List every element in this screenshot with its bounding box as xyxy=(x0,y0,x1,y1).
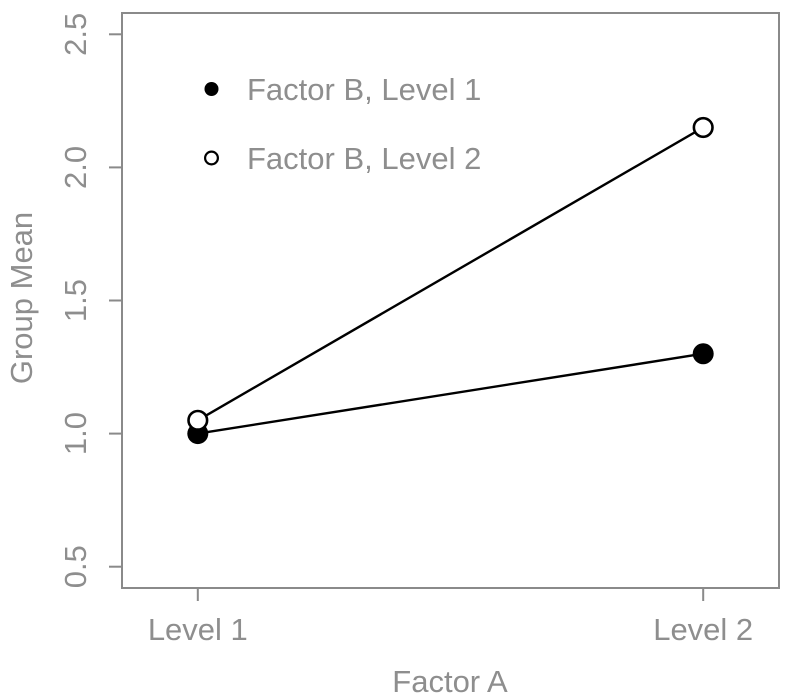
data-point-open-circle xyxy=(187,409,209,431)
y-axis-tick-label: 1.0 xyxy=(58,412,93,455)
data-point-open-circle xyxy=(692,116,714,139)
legend-label: Factor B, Level 2 xyxy=(247,141,481,176)
series-line-2 xyxy=(197,126,704,422)
y-axis-tick-label: 2.5 xyxy=(58,13,93,56)
x-axis-tick-label: Level 2 xyxy=(653,612,753,647)
x-axis-tick-label: Level 1 xyxy=(148,612,248,647)
y-axis-tick-label: 0.5 xyxy=(58,545,93,588)
y-axis-tick-label: 1.5 xyxy=(58,279,93,322)
legend-marker-filled-circle xyxy=(204,82,219,96)
legend-label: Factor B, Level 1 xyxy=(247,72,481,107)
data-point-filled-circle xyxy=(692,343,714,365)
y-axis-tick-label: 2.0 xyxy=(58,146,93,189)
series-line-1 xyxy=(197,352,704,435)
legend-marker-open-circle xyxy=(204,150,220,166)
x-axis-title: Factor A xyxy=(392,664,508,699)
y-axis-title: Group Mean xyxy=(4,212,39,384)
